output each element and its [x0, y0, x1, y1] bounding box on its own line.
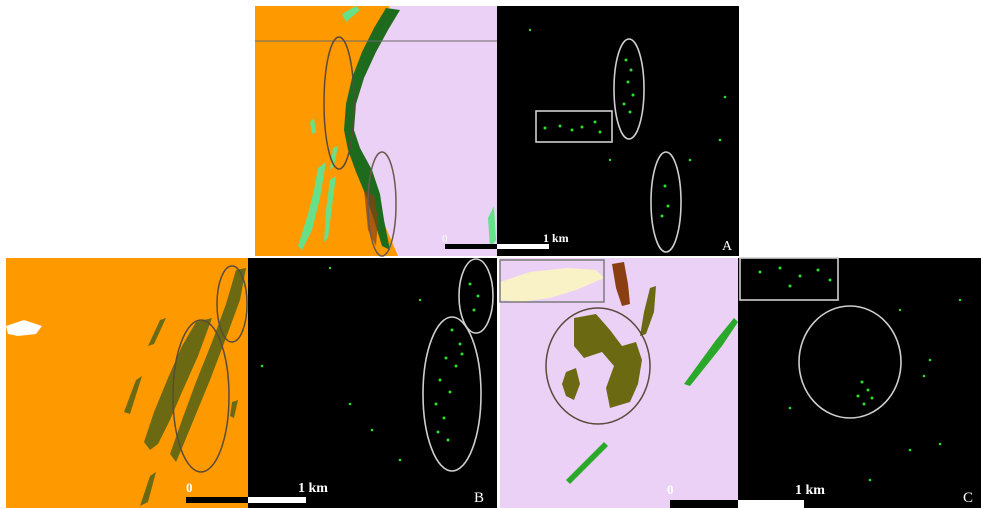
dark-green-unit	[344, 8, 400, 250]
panel-c: 0 1 km C	[499, 257, 981, 508]
highlight-ellipse	[798, 305, 902, 419]
panel-c-scale-bar: 0 1 km	[667, 482, 825, 508]
outline-ellipse	[367, 151, 397, 257]
panel-a: 0 1 km A	[255, 6, 739, 257]
brown-unit	[612, 262, 630, 306]
bright-green-unit	[684, 318, 738, 386]
outline-box	[499, 259, 605, 303]
outline-ellipse	[216, 265, 248, 343]
olive-unit	[574, 314, 642, 408]
panel-a-scale-bar: 0 1 km	[442, 231, 569, 249]
panel-label: C	[963, 490, 973, 506]
panel-b-geology-map	[6, 258, 248, 508]
panel-b-detection-map	[248, 258, 497, 508]
highlight-ellipse	[458, 258, 494, 334]
highlight-ellipse	[613, 38, 645, 140]
olive-unit	[144, 318, 212, 450]
scale-zero-label: 0	[442, 233, 448, 245]
panel-b-scale-bar: 0 1 km	[186, 480, 328, 503]
detection-points	[528, 28, 727, 218]
highlight-ellipse	[650, 151, 682, 253]
panel-c-detection-map	[738, 257, 981, 508]
olive-unit	[170, 268, 246, 462]
panel-b: 0 1 km B	[6, 258, 497, 508]
bright-green-unit	[566, 442, 608, 484]
scale-zero-label: 0	[186, 480, 193, 495]
outline-ellipse	[545, 307, 651, 425]
detection-points	[758, 266, 962, 482]
scale-distance-label: 1 km	[543, 231, 569, 245]
cream-unit	[500, 268, 604, 302]
panel-label: B	[474, 490, 484, 506]
detection-points	[260, 266, 480, 462]
outline-ellipse	[172, 319, 230, 473]
scale-distance-label: 1 km	[298, 481, 328, 496]
panel-a-detection-map	[497, 6, 739, 256]
highlight-box	[535, 110, 613, 143]
scale-zero-label: 0	[667, 482, 674, 497]
outline-ellipse	[323, 36, 355, 170]
highlight-box	[739, 257, 839, 301]
highlight-ellipse	[422, 316, 482, 472]
panel-a-geology-map	[255, 6, 497, 257]
panel-label: A	[722, 239, 733, 254]
panel-c-geology-map	[499, 258, 738, 508]
scale-distance-label: 1 km	[795, 483, 825, 498]
